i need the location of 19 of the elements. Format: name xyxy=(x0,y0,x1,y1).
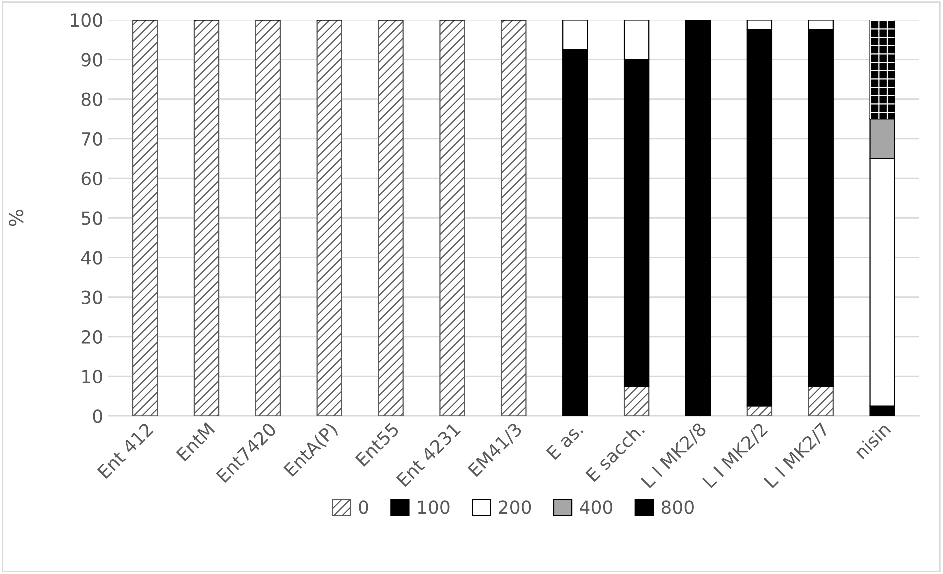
y-tick-label: 50 xyxy=(82,212,102,226)
legend-label: 100 xyxy=(418,500,450,514)
y-tick-label: 0 xyxy=(93,410,102,424)
y-tick-label: 90 xyxy=(82,53,102,67)
y-tick-label: 80 xyxy=(82,92,102,106)
y-tick-label: 40 xyxy=(81,251,102,265)
legend-label: 200 xyxy=(499,500,532,514)
y-axis-title: % xyxy=(8,210,24,226)
y-tick-label: 70 xyxy=(82,132,102,146)
x-tick-label: Ent 412 xyxy=(97,422,154,480)
y-tick-label: 30 xyxy=(82,290,102,304)
legend-label: 800 xyxy=(662,500,694,514)
x-tick-label: E as. xyxy=(546,422,584,460)
y-tick-label: 20 xyxy=(82,330,102,344)
legend-label: 0 xyxy=(359,500,368,514)
y-tick-label: 100 xyxy=(71,14,102,28)
y-tick-label: 60 xyxy=(82,172,102,186)
legend-label: 400 xyxy=(580,500,613,514)
y-tick-label: 10 xyxy=(82,370,102,384)
